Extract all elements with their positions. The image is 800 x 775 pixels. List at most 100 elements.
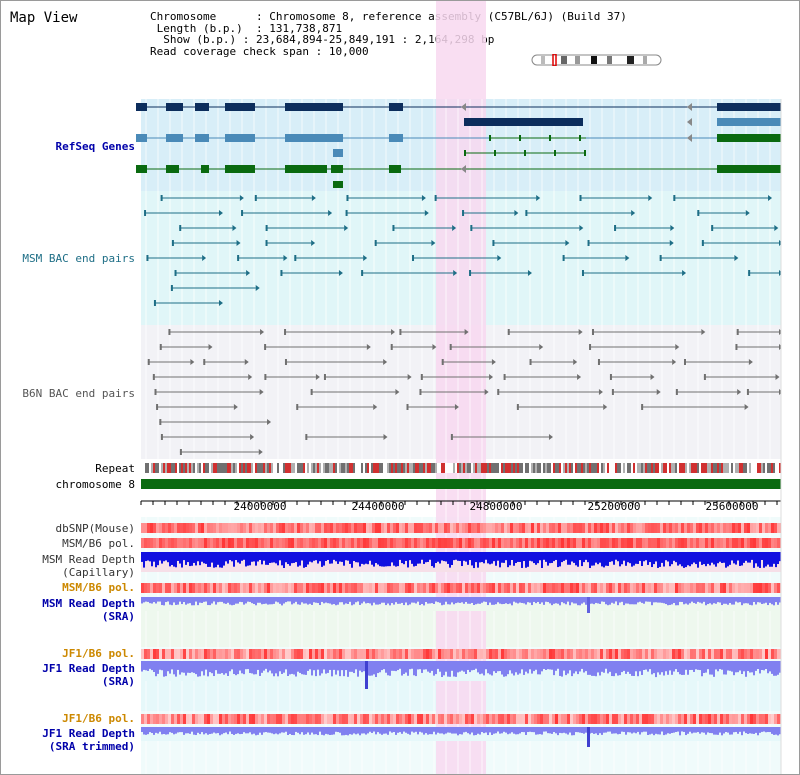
- jf1-depth-trimmed-bar: [389, 727, 391, 732]
- dbsnp-heat-cell: [594, 523, 597, 533]
- msm-b6-pol-heat-cell: [492, 538, 495, 548]
- jf1-b6-pol-heat-cell: [399, 714, 402, 724]
- msm-b6-pol-heat-cell: [480, 583, 483, 593]
- msm-depth-capillary-bar: [263, 552, 265, 561]
- jf1-b6-pol-heat-cell: [579, 649, 582, 659]
- dbsnp-heat-cell: [366, 523, 369, 533]
- msm-b6-pol-heat-cell: [246, 583, 249, 593]
- jf1-b6-pol-heat-cell: [411, 714, 414, 724]
- msm-depth-capillary-bar: [145, 552, 147, 562]
- msm-bac-end-arrow: [648, 195, 653, 201]
- dbsnp-heat-cell: [357, 523, 360, 533]
- jf1-depth-trimmed-bar: [231, 727, 233, 734]
- msm-depth-sra-bar: [593, 597, 595, 605]
- coverage-value: 10,000: [328, 44, 369, 58]
- jf1-b6-pol-heat-cell: [576, 714, 579, 724]
- msm-b6-pol-heat-cell: [465, 583, 468, 593]
- jf1-b6-pol-heat-cell: [741, 714, 744, 724]
- jf1-b6-pol-heat-cell: [732, 714, 735, 724]
- jf1-depth-trimmed-bar: [383, 727, 385, 734]
- msm-depth-sra-bar: [241, 597, 243, 603]
- jf1-depth-trimmed-bar: [487, 727, 489, 736]
- jf1-b6-pol-heat-cell: [315, 649, 318, 659]
- msm-depth-sra-bar: [547, 597, 549, 603]
- jf1-b6-pol-heat-cell: [633, 649, 636, 659]
- msm-depth-capillary-bar: [173, 552, 175, 567]
- msm-b6-pol-heat-cell: [495, 538, 498, 548]
- msm-b6-pol-heat-cell: [417, 583, 420, 593]
- msm-depth-capillary-bar: [511, 552, 513, 561]
- repeat-segment: [507, 463, 509, 473]
- jf1-depth-sra-bar: [277, 661, 279, 677]
- jf1-b6-pol-heat-cell: [174, 714, 177, 724]
- jf1-depth-trimmed-bar: [775, 727, 777, 735]
- jf1-depth-sra-bar: [519, 661, 521, 674]
- msm-depth-capillary-bar: [225, 552, 227, 562]
- msm-b6-pol-heat-cell: [243, 538, 246, 548]
- chromosome-ideogram[interactable]: [531, 54, 663, 66]
- jf1-b6-pol-heat-cell: [636, 714, 639, 724]
- jf1-b6-pol-heat-cell: [681, 714, 684, 724]
- repeat-segment: [149, 463, 151, 473]
- jf1-b6-pol-heat-cell: [570, 649, 573, 659]
- dbsnp-heat-cell: [177, 523, 180, 533]
- jf1-b6-pol-heat-cell: [690, 714, 693, 724]
- jf1-b6-pol-heat-cell: [333, 714, 336, 724]
- jf1-depth-trimmed-bar: [391, 727, 393, 733]
- msm-depth-sra-bar: [501, 597, 503, 605]
- msm-depth-sra-bar: [409, 597, 411, 605]
- msm-bac-end-mark: [153, 300, 156, 306]
- msm-depth-capillary-bar: [293, 552, 295, 563]
- jf1-b6-pol-heat-cell: [465, 714, 468, 724]
- jf1-depth-trimmed-bar: [573, 727, 575, 736]
- msm-bac-end-mark: [361, 270, 364, 276]
- repeat-segment: [585, 463, 587, 473]
- jf1-b6-pol-heat-cell: [420, 714, 423, 724]
- msm-depth-sra-bar: [571, 597, 573, 603]
- msm-b6-pol-heat-cell: [324, 538, 327, 548]
- jf1-depth-sra-bar: [359, 661, 361, 671]
- msm-depth-capillary-bar: [771, 552, 773, 567]
- repeat-segment: [535, 463, 537, 473]
- msm-b6-pol-heat-cell: [669, 583, 672, 593]
- msm-depth-capillary-bar: [601, 552, 603, 567]
- msm-depth-sra-bar: [651, 597, 653, 606]
- msm-b6-pol-heat-cell: [708, 583, 711, 593]
- msm-b6-pol-heat-cell: [354, 538, 357, 548]
- jf1-depth-trimmed-bar: [263, 727, 265, 733]
- dbsnp-heat-cell: [309, 523, 312, 533]
- jf1-b6-pol-heat-cell: [612, 714, 615, 724]
- msm-depth-sra-bar: [389, 597, 391, 606]
- jf1-depth-trimmed-bar: [445, 727, 447, 734]
- jf1-depth-sra-bar: [607, 661, 609, 674]
- repeat-segment: [273, 463, 275, 473]
- msm-b6-pol-heat-cell: [666, 538, 669, 548]
- msm-bac-end-arrow: [431, 240, 436, 246]
- msm-depth-capillary-bar: [501, 552, 503, 563]
- dbsnp-heat-cell: [693, 523, 696, 533]
- msm-depth-capillary-bar: [529, 552, 531, 561]
- msm-b6-pol-heat-cell: [513, 538, 516, 548]
- repeat-segment: [587, 463, 589, 473]
- msm-depth-sra-bar: [569, 597, 571, 606]
- msm-bac-end-arrow: [768, 195, 773, 201]
- msm-depth-capillary-bar: [575, 552, 577, 566]
- jf1-depth-sra-bar: [461, 661, 463, 671]
- msm-depth-sra-bar: [163, 597, 165, 606]
- jf1-depth-trimmed-bar: [149, 727, 151, 733]
- selection-highlight: [436, 1, 486, 774]
- jf1-depth-sra-bar: [721, 661, 723, 670]
- jf1-b6-pol-heat-cell: [750, 714, 753, 724]
- msm-depth-capillary-bar: [411, 552, 413, 564]
- dbsnp-heat-cell: [447, 523, 450, 533]
- msm-b6-pol-heat-cell: [420, 583, 423, 593]
- axis-tick-label: 24800000: [469, 500, 523, 513]
- jf1-depth-sra-bar: [393, 661, 395, 671]
- jf1-b6-pol-heat-cell: [474, 714, 477, 724]
- b6n-bac-end-mark: [597, 359, 600, 365]
- jf1-b6-pol-heat-cell: [270, 649, 273, 659]
- msm-depth-sra-bar: [207, 597, 209, 606]
- jf1-depth-sra-bar: [223, 661, 225, 675]
- jf1-depth-trimmed-bar: [375, 727, 377, 735]
